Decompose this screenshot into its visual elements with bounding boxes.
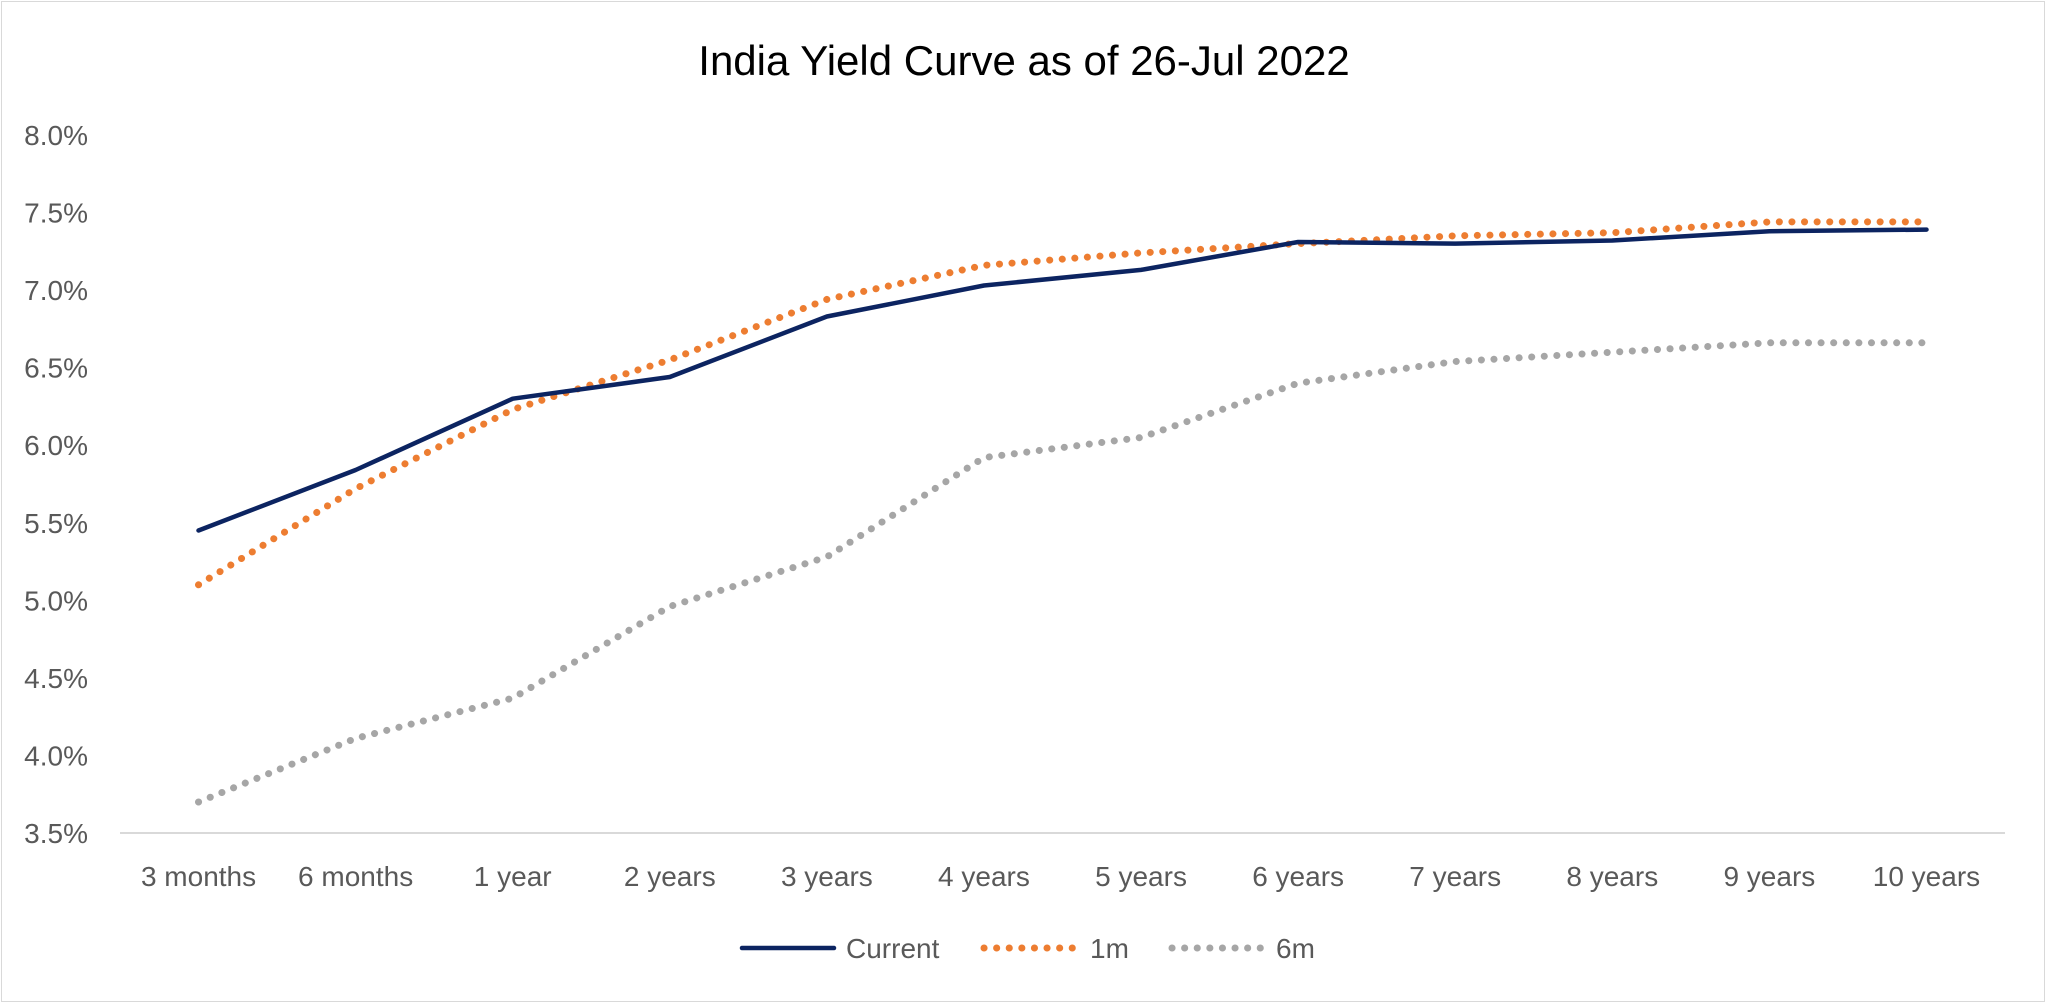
x-tick-label: 1 year xyxy=(474,861,552,892)
y-tick-label: 7.0% xyxy=(24,275,88,306)
y-tick-label: 4.5% xyxy=(24,663,88,694)
x-tick-label: 6 months xyxy=(298,861,413,892)
y-tick-label: 5.5% xyxy=(24,508,88,539)
x-tick-label: 8 years xyxy=(1566,861,1658,892)
series-line-current xyxy=(196,227,1929,533)
series-lines xyxy=(195,218,1930,806)
y-tick-label: 4.0% xyxy=(24,740,88,771)
x-tick-label: 6 years xyxy=(1252,861,1344,892)
x-tick-label: 4 years xyxy=(938,861,1030,892)
y-axis-labels: 3.5% 4.0% 4.5% 5.0% 5.5% 6.0% 6.5% 7.0% 7.5% 8.0% xyxy=(24,120,88,849)
legend: Current 1m 6m xyxy=(739,933,1315,964)
x-tick-label: 7 years xyxy=(1409,861,1501,892)
y-tick-label: 5.0% xyxy=(24,585,88,616)
x-tick-label: 2 years xyxy=(624,861,716,892)
x-tick-label: 3 months xyxy=(141,861,256,892)
x-tick-label: 9 years xyxy=(1723,861,1815,892)
x-tick-label: 5 years xyxy=(1095,861,1187,892)
x-tick-label: 3 years xyxy=(781,861,873,892)
y-tick-label: 7.5% xyxy=(24,198,88,229)
y-tick-label: 8.0% xyxy=(24,120,88,151)
legend-label-current: Current xyxy=(846,933,940,964)
legend-label-6m: 6m xyxy=(1276,933,1315,964)
legend-label-1m: 1m xyxy=(1090,933,1129,964)
series-line-6m xyxy=(195,339,1930,806)
y-tick-label: 6.0% xyxy=(24,430,88,461)
y-tick-label: 3.5% xyxy=(24,818,88,849)
chart-title: India Yield Curve as of 26-Jul 2022 xyxy=(698,37,1349,84)
y-tick-label: 6.5% xyxy=(24,353,88,384)
x-tick-label: 10 years xyxy=(1873,861,1980,892)
x-axis-labels: 3 months 6 months 1 year 2 years 3 years 4 ye… xyxy=(141,861,1980,892)
series-line-1m xyxy=(195,218,1930,589)
